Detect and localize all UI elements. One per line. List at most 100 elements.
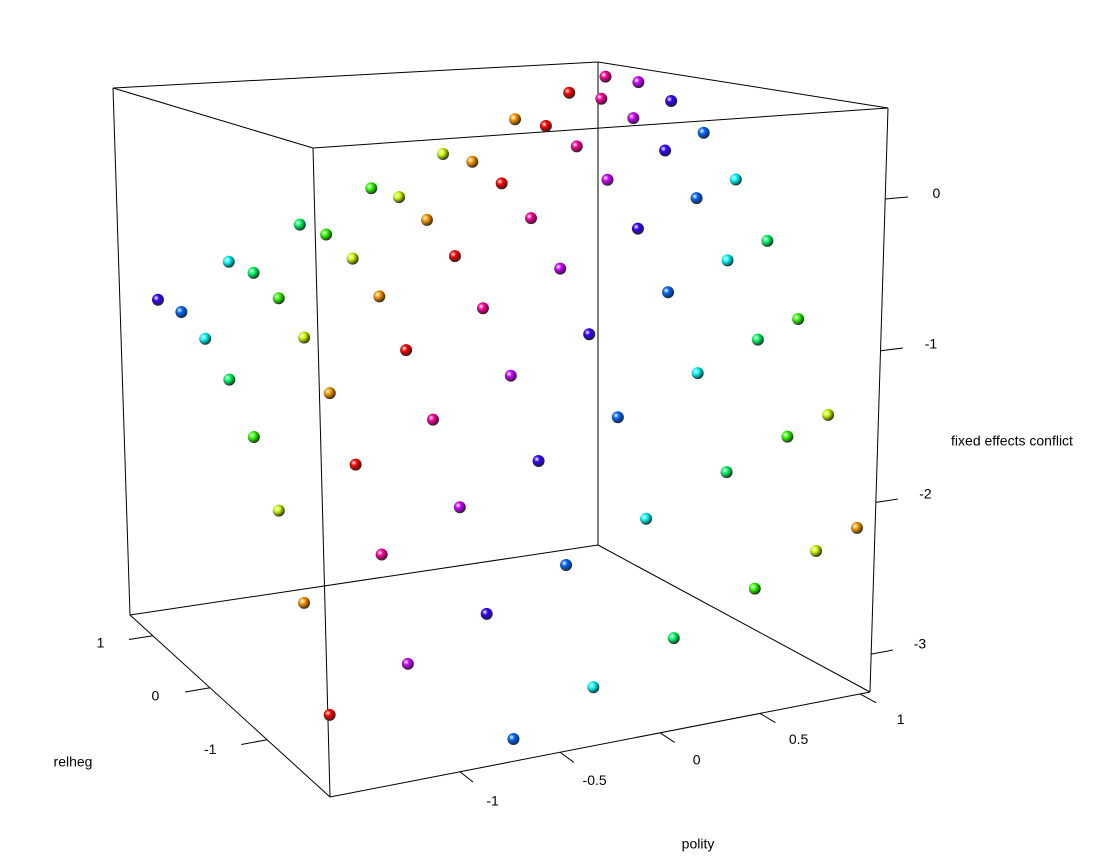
box-edge (112, 87, 314, 149)
point (392, 191, 405, 204)
x-tick-label: -0.5 (583, 772, 607, 788)
x-tick (659, 732, 675, 743)
point (809, 545, 822, 558)
point (298, 331, 311, 344)
point (323, 708, 336, 721)
point (495, 177, 508, 190)
point (850, 521, 863, 534)
x-tick-label: 0.5 (789, 731, 809, 747)
point (822, 408, 835, 421)
point (436, 148, 449, 161)
point (640, 512, 653, 525)
y-tick (241, 739, 268, 745)
y-tick (185, 687, 211, 693)
point (611, 411, 624, 424)
point (199, 332, 212, 345)
point (761, 234, 774, 247)
point (751, 333, 764, 346)
point (320, 228, 333, 241)
box-edge (312, 107, 889, 149)
box-edge (312, 147, 331, 798)
x-axis-title: polity (682, 836, 715, 852)
point (563, 86, 576, 99)
point (272, 292, 285, 305)
point (466, 155, 479, 168)
point (507, 733, 520, 746)
point (400, 344, 413, 357)
point (222, 255, 235, 268)
point (298, 596, 311, 609)
point (247, 431, 260, 444)
point (587, 681, 600, 694)
x-tick-label: -1 (486, 792, 499, 808)
x-tick-label: 1 (897, 711, 905, 727)
y-tick (128, 635, 153, 640)
z-tick (871, 649, 893, 655)
point (323, 387, 336, 400)
point (373, 290, 386, 303)
point (524, 212, 537, 225)
point (504, 369, 517, 382)
z-tick-label: 0 (933, 185, 941, 201)
point (532, 454, 545, 467)
z-tick-label: -2 (919, 486, 932, 502)
point (426, 413, 439, 426)
point (420, 213, 433, 226)
point (508, 113, 521, 126)
point (632, 76, 645, 89)
point (627, 112, 640, 125)
point (560, 559, 573, 572)
box-edge (329, 691, 871, 798)
z-tick (885, 196, 909, 200)
x-tick (459, 771, 474, 783)
point (453, 501, 466, 514)
point (583, 328, 596, 341)
box-edge (869, 107, 889, 693)
point (448, 250, 461, 263)
point (595, 92, 608, 105)
point (631, 222, 644, 235)
point (151, 293, 164, 306)
x-tick (559, 751, 575, 763)
box-edge (112, 61, 599, 89)
box-edge (129, 544, 599, 616)
point (480, 607, 493, 620)
point (667, 632, 680, 645)
point (272, 504, 285, 517)
point (729, 173, 742, 186)
y-tick-label: 1 (97, 635, 105, 651)
point (554, 262, 567, 275)
z-tick-label: -1 (925, 335, 938, 351)
point (721, 254, 734, 267)
box-edge (129, 614, 331, 798)
point (346, 252, 359, 265)
point (175, 305, 188, 318)
point (691, 367, 704, 380)
z-tick-label: -3 (914, 636, 927, 652)
box-edge (112, 87, 131, 616)
point (349, 458, 362, 471)
y-tick-label: -1 (204, 741, 217, 757)
x-tick (759, 712, 776, 724)
point (570, 140, 583, 153)
point (539, 120, 552, 133)
point (476, 302, 489, 315)
point (375, 548, 388, 561)
point (599, 70, 612, 83)
point (665, 95, 678, 108)
z-tick (875, 498, 898, 503)
box-edge (597, 61, 889, 109)
point (781, 430, 794, 443)
point (690, 192, 703, 205)
point (223, 373, 236, 386)
box-edge (597, 544, 871, 693)
point (662, 286, 675, 299)
point (720, 466, 733, 479)
point (293, 218, 306, 231)
z-axis-title: fixed effects conflict (951, 433, 1073, 449)
point (601, 173, 614, 186)
point (365, 182, 378, 195)
x-tick-label: 0 (693, 752, 701, 768)
point (401, 657, 414, 670)
